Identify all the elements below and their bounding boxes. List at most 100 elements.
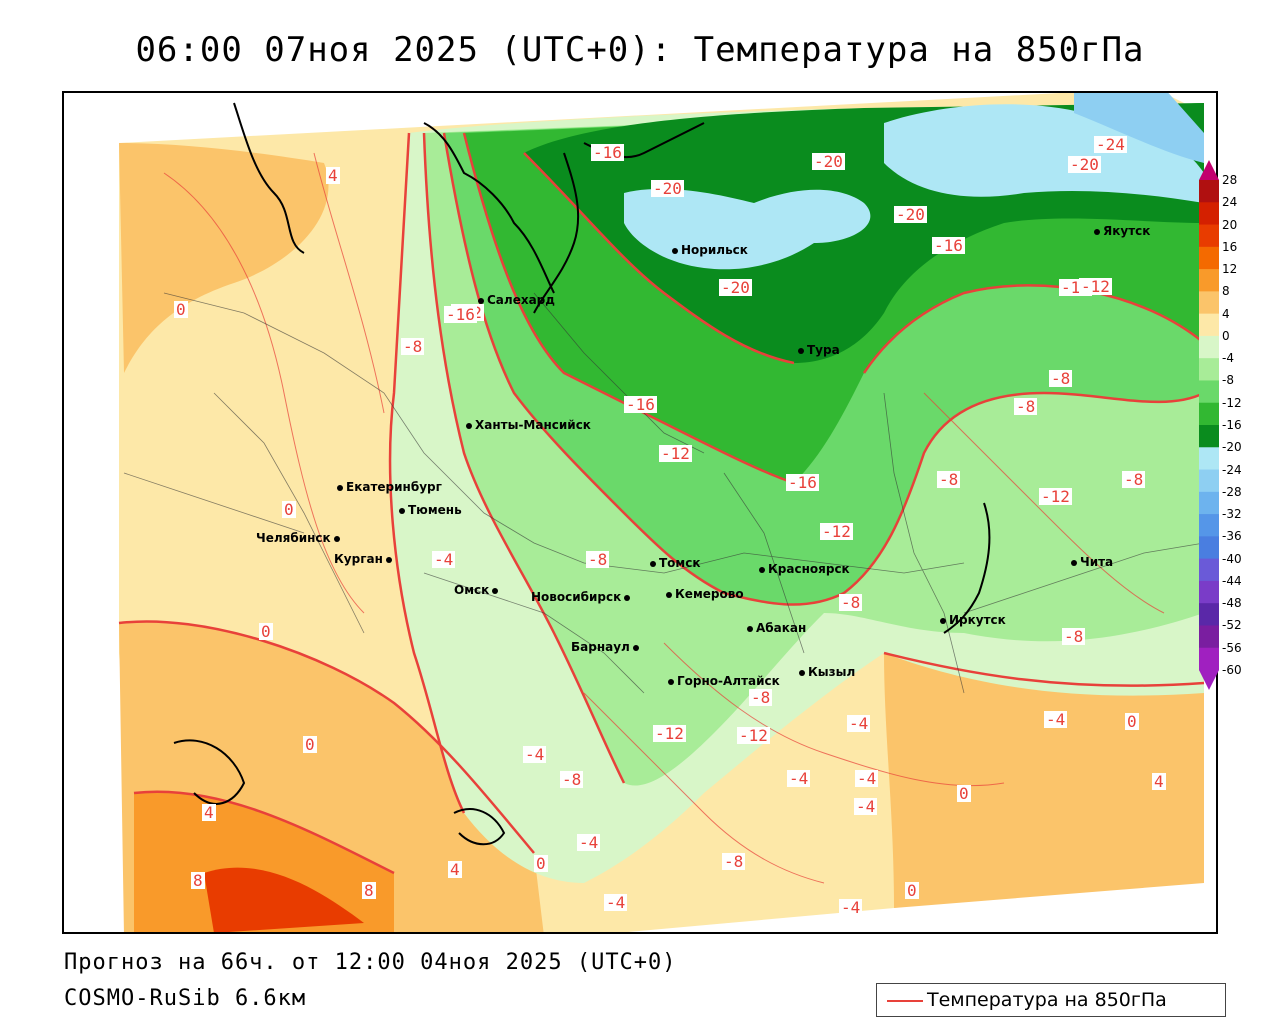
colorbar-tick-label: 4 <box>1222 306 1230 321</box>
city-marker[interactable]: Челябинск <box>256 531 343 545</box>
contour-label: -4 <box>847 714 871 733</box>
contour-label: 4 <box>1152 772 1166 791</box>
contour-label: -8 <box>1049 369 1073 388</box>
map-canvas <box>118 93 1205 932</box>
city-marker[interactable]: Красноярск <box>759 562 850 576</box>
city-marker[interactable]: Барнаул <box>571 640 642 654</box>
city-dot-icon <box>624 594 631 601</box>
contour-label: -12 <box>653 724 686 743</box>
contour-label: -8 <box>586 550 610 569</box>
contour-label: -8 <box>1014 397 1038 416</box>
city-dot-icon <box>399 507 405 514</box>
colorbar-tick-label: 28 <box>1222 173 1238 187</box>
city-marker[interactable]: Горно-Алтайск <box>668 674 780 688</box>
legend-label: Температура на 850гПа <box>927 989 1167 1011</box>
warm-zone-8 <box>134 791 394 932</box>
city-marker[interactable]: Кемерово <box>666 587 744 601</box>
colorbar-segment <box>1199 246 1219 270</box>
colorbar-tick-label: 16 <box>1222 239 1238 254</box>
forecast-info: Прогноз на 66ч. от 12:00 04ноя 2025 (UTC… <box>64 950 677 975</box>
contour-label: 4 <box>202 803 216 822</box>
city-marker[interactable]: Иркутск <box>940 613 1006 627</box>
city-marker[interactable]: Чита <box>1071 555 1113 569</box>
colorbar-segment <box>1199 514 1219 537</box>
model-name: COSMO-RuSib 6.6км <box>64 986 307 1011</box>
contour-label: -20 <box>812 152 845 171</box>
city-marker[interactable]: Томск <box>650 556 701 570</box>
contour-label: -4 <box>432 550 456 569</box>
warm-zone-se <box>884 653 1204 908</box>
city-marker[interactable]: Курган <box>334 552 395 566</box>
colorbar-tick-label: 8 <box>1222 284 1230 299</box>
city-dot-icon <box>466 422 472 429</box>
city-dot-icon <box>1071 559 1077 566</box>
temperature-map[interactable]: -16 -20 -20 -20 -24 -20 -16 -12 -20 -12 … <box>62 91 1218 934</box>
contour-label: -4 <box>1044 710 1068 729</box>
contour-label: -16 <box>786 473 819 492</box>
colorbar-segment <box>1199 558 1219 582</box>
colorbar-segment <box>1199 580 1219 604</box>
colorbar-tick-label: -40 <box>1222 551 1242 566</box>
city-marker[interactable]: Новосибирск <box>531 590 633 604</box>
colorbar-segment <box>1199 425 1219 448</box>
city-marker[interactable]: Ханты-Мансийск <box>466 418 591 432</box>
city-marker[interactable]: Тюмень <box>399 503 462 517</box>
colorbar-segment <box>1199 180 1219 203</box>
colorbar-tick-label: -20 <box>1222 440 1242 455</box>
city-marker[interactable]: Абакан <box>747 621 806 635</box>
contour-label: -4 <box>839 898 863 917</box>
contour-label: 0 <box>1125 712 1139 731</box>
contour-label: -20 <box>894 205 927 224</box>
colorbar-segment <box>1199 335 1219 359</box>
contour-label: 8 <box>362 881 376 900</box>
contour-label: -8 <box>839 593 863 612</box>
colorbar-tick-label: -36 <box>1222 529 1242 544</box>
colorbar-tick-label: 12 <box>1222 262 1238 277</box>
contour-label: 0 <box>282 500 296 519</box>
legend: Температура на 850гПа <box>876 983 1226 1017</box>
contour-label: 0 <box>259 622 273 641</box>
colorbar-segment <box>1199 380 1219 404</box>
contour-label: -4 <box>855 769 879 788</box>
city-marker[interactable]: Якутск <box>1094 224 1150 238</box>
contour-label: -8 <box>560 770 584 789</box>
city-marker[interactable]: Норильск <box>672 243 748 257</box>
colorbar-tick-label: -12 <box>1222 395 1242 410</box>
city-dot-icon <box>759 566 765 573</box>
colorbar <box>1199 160 1219 690</box>
colorbar-tick-label: -32 <box>1222 507 1242 522</box>
colorbar-segment <box>1199 202 1219 226</box>
contour-label: -12 <box>737 726 770 745</box>
cold-zone-taymyr <box>624 188 871 270</box>
contour-label: -4 <box>523 745 547 764</box>
colorbar-segment <box>1199 402 1219 426</box>
city-dot-icon <box>337 484 343 491</box>
contour-label: 8 <box>191 871 205 890</box>
city-marker[interactable]: Екатеринбург <box>337 480 442 494</box>
contour-label: -16 <box>932 236 965 255</box>
city-dot-icon <box>632 644 639 651</box>
city-marker[interactable]: Тура <box>798 343 840 357</box>
city-dot-icon <box>478 297 484 304</box>
city-marker[interactable]: Омск <box>454 583 501 597</box>
city-marker[interactable]: Салехард <box>478 293 555 307</box>
city-marker[interactable]: Кызыл <box>799 665 855 679</box>
contour-label: 0 <box>534 854 548 873</box>
contour-label: 0 <box>303 735 317 754</box>
city-dot-icon <box>492 587 499 594</box>
contour-label: -4 <box>787 769 811 788</box>
city-dot-icon <box>650 560 656 567</box>
colorbar-labels: 28 24 20 16 12 8 4 0 -4 -8 -12 -16 -20 -24 -28 -32 -36 -4… <box>1222 160 1262 690</box>
contour-label: -20 <box>719 278 752 297</box>
colorbar-segment <box>1199 625 1219 649</box>
cold-zone--28 <box>1074 93 1204 163</box>
city-dot-icon <box>940 617 946 624</box>
city-dot-icon <box>1094 228 1100 235</box>
colorbar-tick-label: -48 <box>1222 596 1242 611</box>
contour-label: -16 <box>444 305 477 324</box>
colorbar-tick-label: 20 <box>1222 217 1238 232</box>
contour-label: 4 <box>326 166 340 185</box>
contour-label: -4 <box>854 797 878 816</box>
contour-label: -8 <box>1122 470 1146 489</box>
colorbar-segment <box>1199 603 1219 626</box>
